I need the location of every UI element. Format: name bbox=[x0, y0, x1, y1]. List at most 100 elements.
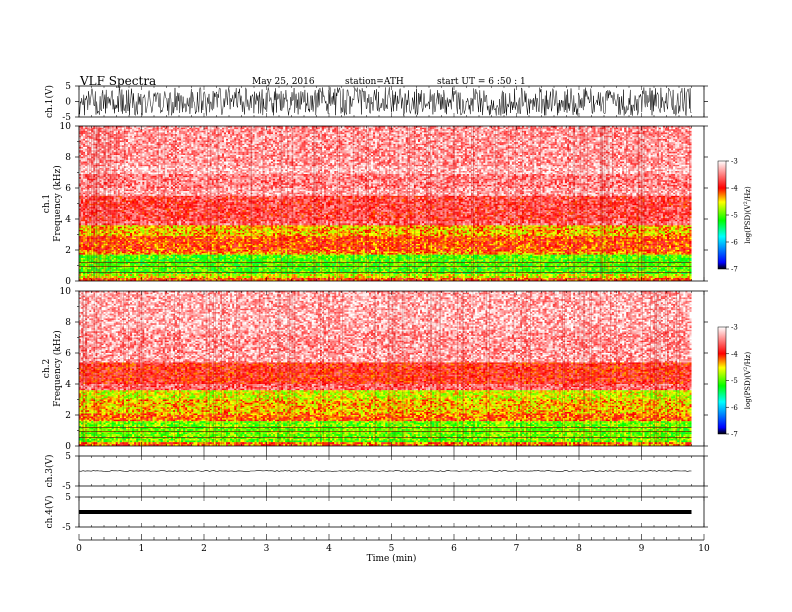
ch1-spec-band-8 bbox=[79, 188, 692, 196]
ch2-spec-texture-5 bbox=[79, 362, 692, 447]
chart-title: VLF Spectra bbox=[80, 74, 157, 88]
ch4-wave-ytick-label: -5 bbox=[62, 523, 71, 533]
ch1-spec-ytick-label: 8 bbox=[65, 153, 71, 163]
ch1-spec-texture-10 bbox=[79, 225, 692, 278]
ch2-spec-texture-3 bbox=[79, 362, 690, 447]
ch1-wave-ytick-label: -5 bbox=[62, 113, 71, 123]
time-tick-label: 9 bbox=[639, 544, 645, 554]
ch1-wave-ytick-label: 5 bbox=[65, 82, 71, 92]
start-time-label: start UT = 6 :50 : 1 bbox=[437, 77, 526, 87]
ch3-wave-ytick-label: -5 bbox=[62, 482, 71, 492]
ch2-colorbar-tick-label: -7 bbox=[731, 431, 738, 439]
ch1-spec-texture-4 bbox=[79, 225, 692, 281]
ch1-spec-streaks bbox=[80, 126, 690, 281]
ch2-spec-texture-12 bbox=[79, 421, 692, 443]
ch1-spec-ytick-label: 10 bbox=[60, 122, 72, 132]
ch1-spec-texture-24 bbox=[79, 126, 692, 196]
ch1-colorbar-label-rest: /Hz) bbox=[744, 186, 752, 201]
ch4-wave-ylabel: ch.4(V) bbox=[44, 496, 55, 529]
ch1-colorbar-label-sup: 2 bbox=[743, 201, 749, 204]
ch2-spec-ytick-label: 0 bbox=[65, 442, 71, 452]
ch1-spec-ytick-label: 4 bbox=[65, 215, 71, 225]
ch2-spec-ytick-label: 6 bbox=[65, 349, 71, 359]
ch2-spec-band-5 bbox=[79, 384, 692, 391]
ch1-spec-texture-16 bbox=[79, 254, 692, 275]
ch2-spec-band-4 bbox=[79, 390, 692, 400]
ch2-spec-band-0 bbox=[79, 442, 692, 446]
time-tick-label: 5 bbox=[389, 544, 395, 554]
ch4-wave-ytick-label: 5 bbox=[65, 493, 71, 503]
time-tick-label: 1 bbox=[139, 544, 145, 554]
ch1-spec-texture-22 bbox=[79, 126, 692, 226]
ch2-colorbar bbox=[717, 326, 727, 435]
time-tick-label: 7 bbox=[514, 544, 520, 554]
time-tick-label: 10 bbox=[698, 544, 710, 554]
ch3-wave-ytick-label: 5 bbox=[65, 452, 71, 462]
time-tick-label: 0 bbox=[76, 544, 82, 554]
ch2-colorbar-tick-label: -4 bbox=[731, 350, 738, 358]
ch2-spec-streaks bbox=[82, 291, 680, 446]
ch1-colorbar-tick-label: -3 bbox=[731, 158, 738, 166]
ch1-colorbar-tick-label: -4 bbox=[731, 185, 738, 193]
ch1-wave-trace bbox=[78, 86, 692, 117]
ch1-spec-ytick-label: 6 bbox=[65, 184, 71, 194]
ch1-spec-texture-6 bbox=[79, 126, 692, 281]
ch2-spec-band-7 bbox=[79, 353, 692, 363]
ch2-spec-band-2 bbox=[79, 413, 692, 422]
ch1-colorbar bbox=[717, 160, 727, 270]
ch2-spec-ylabel: Frequency (kHz) bbox=[52, 330, 63, 407]
ch2-spec-ytick-label: 4 bbox=[65, 380, 71, 390]
ch2-spec-ytick-label: 8 bbox=[65, 318, 71, 328]
time-tick-label: 2 bbox=[201, 544, 207, 554]
ch1-colorbar-label: log(PSD)(V2/Hz) bbox=[743, 186, 752, 244]
ch1-spec-band-0 bbox=[79, 277, 692, 281]
ch2-spec-channel-label: ch.2 bbox=[42, 359, 52, 378]
ch1-wave-ylabel: ch.1(V) bbox=[44, 85, 55, 118]
ch2-spec-heatmap bbox=[79, 291, 692, 447]
ch2-colorbar-tick-label: -5 bbox=[731, 377, 738, 385]
ch2-colorbar-label: log(PSD)(V2/Hz) bbox=[743, 352, 752, 410]
ch2-colorbar-tick-label: -6 bbox=[731, 404, 738, 412]
ch2-spec-ytick-label: 2 bbox=[65, 411, 71, 421]
ch2-spec-texture-22 bbox=[79, 291, 692, 363]
station-label: station=ATH bbox=[345, 77, 404, 87]
ch2-spec-texture-19 bbox=[79, 291, 692, 391]
ch2-colorbar-label-sup: 2 bbox=[743, 367, 749, 370]
ch1-spec-band-10 bbox=[79, 166, 692, 175]
ch1-colorbar-tick-label: -5 bbox=[731, 212, 738, 220]
ch1-spec-texture-2 bbox=[79, 195, 692, 281]
ch1-wave-ytick-label: 0 bbox=[65, 98, 71, 108]
ch4-wave-thick-trace bbox=[79, 510, 692, 514]
ch1-spec-texture-19 bbox=[79, 126, 692, 226]
date-label: May 25, 2016 bbox=[252, 77, 315, 87]
time-axis-label: Time (min) bbox=[367, 553, 417, 564]
time-tick-label: 3 bbox=[264, 544, 270, 554]
ch1-spec-texture-9 bbox=[81, 254, 692, 278]
ch2-colorbar-tick-label: -3 bbox=[731, 324, 738, 332]
ch1-spec-texture-0 bbox=[79, 225, 692, 281]
ch1-spec-band-1 bbox=[79, 274, 692, 278]
ch1-spec-ytick-label: 2 bbox=[65, 246, 71, 256]
ch1-colorbar-tick-label: -7 bbox=[731, 266, 738, 274]
ch3-wave-trace bbox=[78, 470, 692, 472]
ch2-spec-texture-18 bbox=[79, 291, 692, 391]
ch1-spec-ytick-label: 0 bbox=[65, 277, 71, 287]
ch2-spec-texture-7 bbox=[79, 390, 692, 447]
ch2-spec-texture-14 bbox=[81, 421, 692, 443]
time-tick-label: 8 bbox=[576, 544, 582, 554]
ch2-colorbar-label-rest: /Hz) bbox=[744, 352, 752, 367]
ch3-wave-ylabel: ch.3(V) bbox=[44, 455, 55, 488]
ch1-spec-band-5 bbox=[79, 225, 692, 237]
ch1-spec-band-6 bbox=[79, 221, 692, 226]
time-tick-label: 4 bbox=[326, 544, 332, 554]
ch1-spec-ylabel: Frequency (kHz) bbox=[52, 165, 63, 242]
ch1-spec-texture-7 bbox=[79, 126, 692, 281]
ch1-spec-heatmap bbox=[79, 126, 692, 281]
ch2-spec-texture-0 bbox=[79, 390, 692, 447]
ch2-spec-texture-11 bbox=[81, 390, 692, 443]
time-tick-label: 6 bbox=[451, 544, 457, 554]
ch1-spec-band-3 bbox=[79, 251, 692, 255]
ch1-spec-channel-label: ch.1 bbox=[42, 194, 52, 213]
ch2-spec-ytick-label: 10 bbox=[60, 287, 72, 297]
